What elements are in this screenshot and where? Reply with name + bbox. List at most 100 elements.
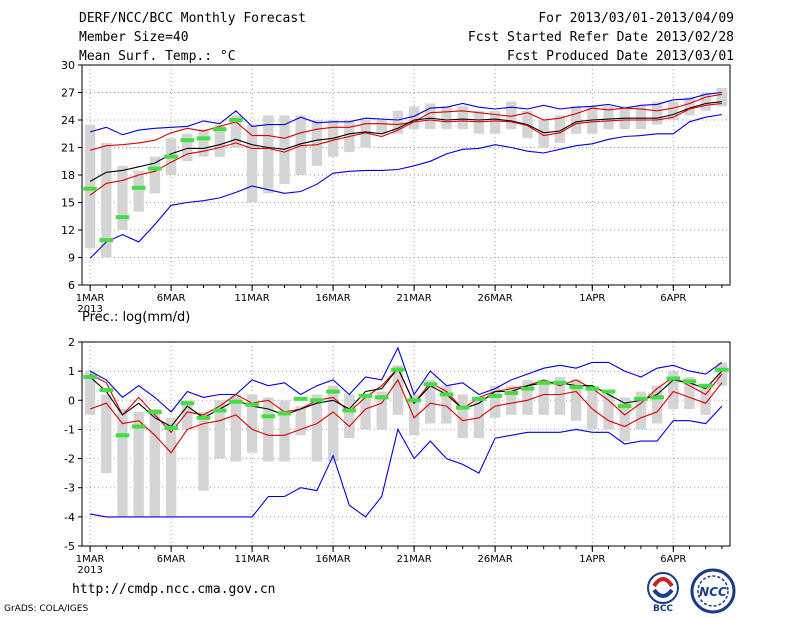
ncc-logo: NCC: [690, 568, 736, 614]
y-tick-label: 1: [68, 365, 75, 378]
observed-marker: [698, 383, 713, 388]
spread-box: [684, 376, 695, 410]
spread-box: [246, 124, 258, 203]
observed-marker: [634, 396, 648, 401]
spread-box: [651, 385, 663, 424]
x-tick-label: 1MAR: [76, 293, 105, 304]
x-tick-label: 16MAR: [316, 293, 351, 304]
y-tick-label: 18: [61, 169, 75, 182]
spread-box: [457, 394, 468, 439]
ensemble-min-line: [89, 113, 722, 259]
observed-marker: [488, 393, 502, 398]
started-date: Fcst Started Refer Date 2013/02/28: [467, 30, 734, 45]
spread-box: [149, 156, 161, 194]
x-tick-label: 26MAR: [478, 293, 513, 304]
spread-box: [603, 106, 614, 130]
y-tick-label: -2: [64, 453, 75, 466]
spread-box: [441, 106, 452, 130]
spread-box: [554, 376, 566, 415]
observed-marker: [650, 395, 664, 400]
spread-box: [619, 397, 630, 442]
observed-marker: [455, 405, 470, 410]
observed-marker: [715, 367, 729, 372]
observed-marker: [277, 411, 292, 416]
x-tick-label: 1MAR: [76, 554, 105, 565]
chart-title: DERF/NCC/BCC Monthly Forecast: [79, 11, 306, 26]
spread-box: [408, 106, 420, 130]
observed-marker: [439, 392, 454, 397]
svg-text:BCC: BCC: [653, 604, 673, 614]
observed-marker: [423, 382, 438, 387]
spread-box: [198, 411, 209, 491]
spread-box: [538, 379, 549, 415]
lower-percentile-line: [89, 378, 723, 454]
x-year-label: 2013: [77, 304, 102, 315]
spread-box: [376, 120, 387, 134]
spread-box: [263, 397, 274, 462]
spread-box: [700, 92, 711, 111]
observed-marker: [682, 379, 697, 384]
lower-percentile-line: [89, 102, 722, 196]
y-tick-label: 0: [68, 394, 75, 407]
observed-marker: [131, 185, 146, 190]
y-tick-label: 12: [61, 224, 75, 237]
observed-marker: [229, 399, 243, 404]
observed-marker: [310, 398, 324, 403]
spread-box: [392, 110, 404, 134]
spread-box: [635, 391, 647, 430]
spread-box: [651, 101, 663, 125]
spread-box: [182, 400, 193, 430]
observed-marker: [472, 396, 486, 401]
spread-box: [603, 391, 614, 430]
observed-marker: [569, 385, 583, 390]
observed-marker: [212, 127, 227, 132]
observed-marker: [131, 424, 146, 429]
spread-box: [279, 400, 290, 462]
upper-percentile-line: [89, 93, 722, 151]
x-tick-label: 26MAR: [478, 554, 513, 565]
y-tick-label: 21: [61, 142, 75, 155]
y-tick-label: -5: [64, 540, 75, 553]
ensemble-min-line: [89, 405, 723, 518]
spread-box: [133, 170, 144, 212]
spread-box: [392, 365, 404, 415]
observed-marker: [261, 414, 276, 419]
y-tick-label: 30: [61, 59, 75, 72]
x-tick-label: 6MAR: [157, 554, 186, 565]
observed-marker: [83, 186, 97, 191]
spread-box: [263, 115, 274, 194]
spread-box: [101, 142, 112, 258]
observed-marker: [229, 118, 243, 122]
y-tick-label: 27: [61, 87, 75, 100]
spread-box: [570, 379, 582, 421]
svg-text:NCC: NCC: [699, 585, 727, 599]
spread-box: [538, 120, 549, 148]
ensemble-mean-line: [89, 101, 722, 182]
observed-marker: [504, 391, 519, 395]
spread-box: [684, 97, 695, 116]
observed-marker: [148, 409, 162, 414]
observed-marker: [196, 415, 211, 420]
observed-marker: [115, 215, 130, 220]
spread-box: [716, 87, 728, 107]
x-tick-label: 11MAR: [235, 293, 270, 304]
observed-marker: [293, 396, 308, 401]
spread-box: [489, 385, 501, 418]
spread-box: [425, 379, 436, 424]
spread-box: [457, 106, 468, 130]
grads-credit: GrADS: COLA/IGES: [4, 604, 89, 614]
spread-box: [700, 385, 711, 415]
spread-box: [311, 120, 323, 166]
spread-box: [117, 165, 128, 230]
spread-box: [182, 133, 193, 162]
ensemble-max-line: [89, 91, 722, 136]
x-tick-label: 21MAR: [397, 554, 432, 565]
spread-box: [230, 115, 242, 148]
source-url[interactable]: http://cmdp.ncc.cma.gov.cn: [72, 582, 276, 597]
spread-box: [489, 110, 501, 134]
x-tick-label: 21MAR: [397, 293, 432, 304]
spread-box: [84, 124, 96, 249]
observed-marker: [180, 138, 195, 143]
member-size: Member Size=40: [79, 30, 189, 45]
spread-box: [230, 394, 242, 462]
